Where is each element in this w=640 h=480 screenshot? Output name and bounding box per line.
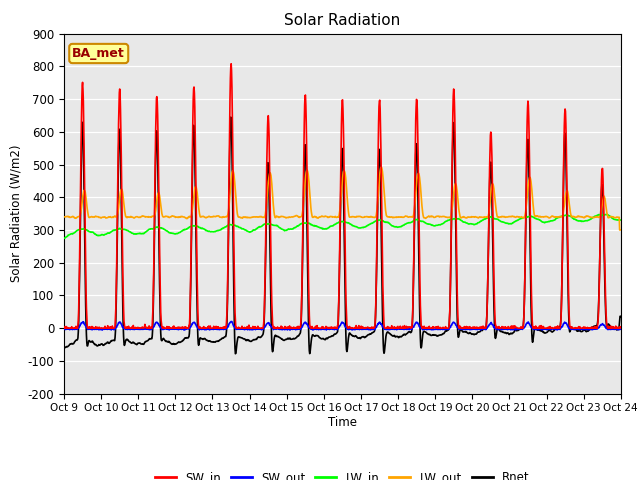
LW_out bbox=[617, 227, 625, 233]
Rnet bbox=[552, 326, 559, 332]
Line: SW_out: SW_out bbox=[64, 322, 621, 330]
Text: BA_met: BA_met bbox=[72, 47, 125, 60]
SW_out bbox=[286, 327, 294, 333]
LW_out bbox=[616, 227, 623, 233]
X-axis label: Time: Time bbox=[328, 416, 357, 429]
Rnet bbox=[227, 114, 235, 120]
SW_in bbox=[429, 324, 437, 330]
SW_in bbox=[617, 324, 625, 330]
SW_out bbox=[184, 326, 191, 332]
Line: Rnet: Rnet bbox=[64, 117, 621, 354]
LW_in bbox=[551, 217, 559, 223]
LW_out bbox=[184, 215, 191, 220]
Rnet bbox=[429, 332, 437, 338]
LW_in bbox=[617, 217, 625, 223]
Rnet bbox=[232, 351, 239, 357]
Y-axis label: Solar Radiation (W/m2): Solar Radiation (W/m2) bbox=[9, 145, 22, 282]
LW_out bbox=[551, 215, 559, 220]
SW_in bbox=[60, 325, 68, 331]
SW_out bbox=[502, 326, 510, 332]
SW_in bbox=[61, 325, 68, 331]
SW_in bbox=[227, 61, 235, 67]
LW_in bbox=[170, 231, 178, 237]
Rnet bbox=[247, 338, 255, 344]
SW_in bbox=[247, 325, 255, 331]
SW_out bbox=[552, 326, 559, 332]
LW_out bbox=[170, 214, 178, 219]
LW_in bbox=[60, 236, 68, 241]
SW_out bbox=[60, 326, 68, 332]
SW_in bbox=[502, 325, 510, 331]
LW_in bbox=[429, 222, 436, 228]
SW_in bbox=[552, 324, 559, 330]
Rnet bbox=[60, 346, 68, 351]
SW_out bbox=[170, 326, 178, 332]
SW_out bbox=[228, 319, 236, 324]
LW_out bbox=[429, 214, 437, 219]
Legend: SW_in, SW_out, LW_in, LW_out, Rnet: SW_in, SW_out, LW_in, LW_out, Rnet bbox=[150, 466, 534, 480]
Line: SW_in: SW_in bbox=[64, 64, 621, 328]
SW_out bbox=[617, 326, 625, 332]
SW_in bbox=[184, 324, 192, 330]
LW_in bbox=[602, 212, 609, 217]
LW_out bbox=[60, 214, 68, 220]
LW_in bbox=[502, 220, 509, 226]
SW_in bbox=[171, 325, 179, 331]
LW_out bbox=[502, 215, 509, 220]
LW_in bbox=[184, 226, 191, 231]
Rnet bbox=[617, 314, 625, 320]
Rnet bbox=[502, 331, 510, 336]
SW_out bbox=[429, 327, 437, 333]
Line: LW_in: LW_in bbox=[64, 215, 621, 239]
SW_out bbox=[246, 326, 254, 332]
Rnet bbox=[184, 335, 191, 341]
LW_in bbox=[246, 229, 254, 235]
LW_out bbox=[246, 215, 254, 221]
Title: Solar Radiation: Solar Radiation bbox=[284, 13, 401, 28]
LW_out bbox=[378, 164, 385, 170]
Line: LW_out: LW_out bbox=[64, 167, 621, 230]
Rnet bbox=[170, 341, 178, 347]
